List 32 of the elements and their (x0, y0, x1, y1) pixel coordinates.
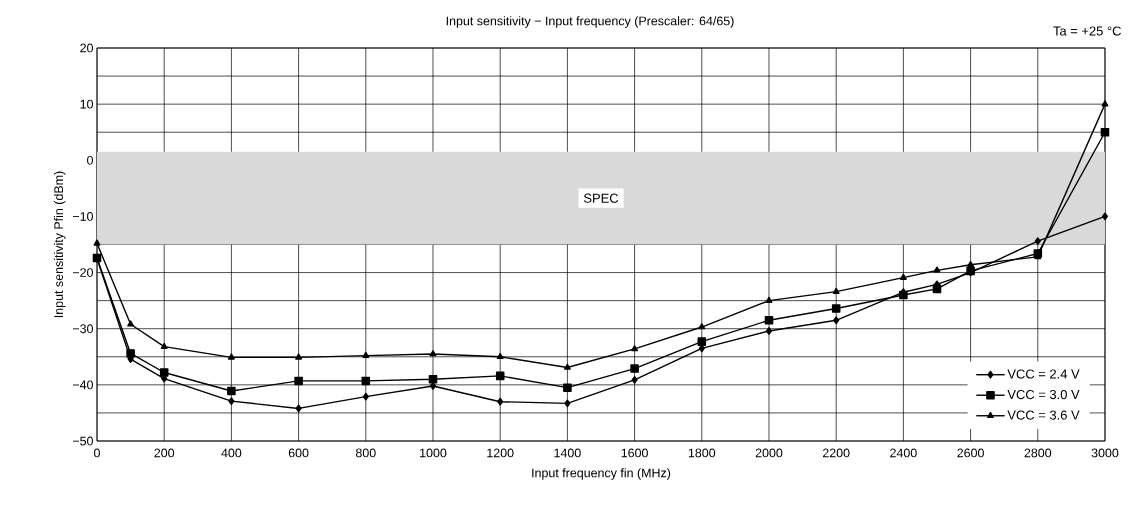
x-tick-label: 1600 (621, 448, 648, 458)
y-tick-label: 10 (80, 99, 93, 109)
chart-title: Input sensitivity − Input frequency (Prescaler: 64/65) (446, 16, 734, 28)
x-tick-label: 0 (94, 448, 100, 458)
y-tick-label: −20 (72, 268, 93, 277)
legend-label: VCC = 3.6 V (1007, 410, 1080, 420)
x-tick-label: 200 (154, 448, 175, 458)
x-tick-label: 2800 (1024, 448, 1052, 458)
x-tick-label: 1000 (420, 448, 447, 458)
band-label: SPEC (583, 193, 619, 203)
y-axis-title: Input sensitivity Pfin (dBm) (53, 171, 66, 318)
x-tick-label: 3000 (1091, 448, 1119, 458)
y-tick-label: 0 (87, 155, 93, 165)
x-tick-label: 2400 (890, 448, 917, 458)
y-tick-label: 20 (80, 43, 93, 53)
x-tick-label: 400 (221, 448, 242, 458)
legend-label: VCC = 2.4 V (1007, 369, 1080, 379)
x-tick-label: 1200 (487, 448, 514, 458)
text: Ta = +25 °C (1053, 26, 1121, 36)
x-tick-label: 2200 (822, 448, 850, 458)
y-tick-label: −30 (72, 324, 93, 334)
x-tick-label: 600 (288, 448, 309, 458)
x-axis-title: Input frequency fin (MHz) (532, 468, 671, 480)
y-tick-label: −10 (72, 212, 93, 221)
y-tick-label: −50 (72, 436, 93, 446)
x-tick-label: 800 (355, 448, 376, 458)
legend-label: VCC = 3.0 V (1007, 389, 1080, 400)
x-tick-label: 2600 (957, 448, 984, 458)
x-tick-label: 1400 (554, 448, 581, 458)
y-tick-label: −40 (72, 380, 93, 390)
x-tick-label: 2000 (755, 448, 783, 458)
x-tick-label: 1800 (688, 448, 716, 458)
